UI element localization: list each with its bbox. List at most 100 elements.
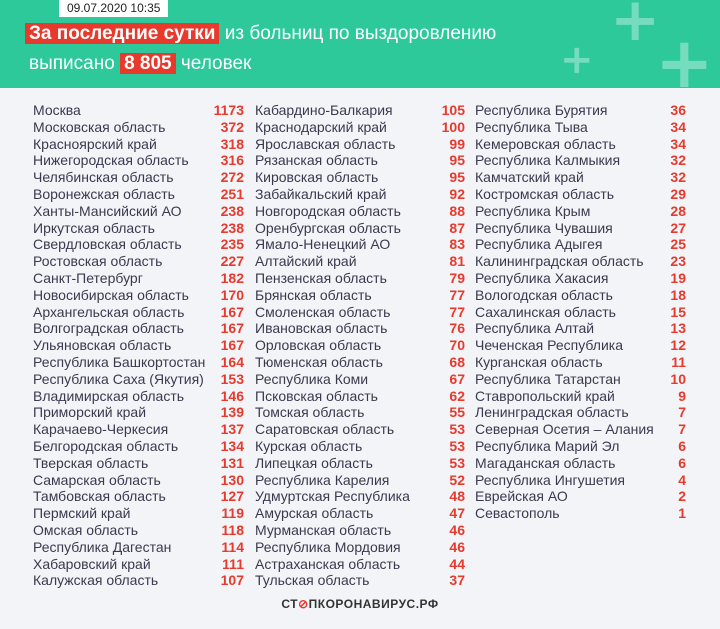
region-row: Кабардино-Балкария 105 [255, 102, 465, 119]
region-name: Краснодарский край [255, 118, 387, 135]
region-name: Волгоградская область [33, 320, 184, 337]
region-name: Санкт-Петербург [33, 269, 143, 286]
region-row: Рязанская область 95 [255, 152, 465, 169]
region-row: Кемеровская область 34 [475, 136, 686, 153]
region-value: 6 [678, 437, 686, 454]
region-row: Ростовская область 227 [33, 253, 244, 270]
region-value: 6 [678, 454, 686, 471]
region-row: Республика Бурятия 36 [475, 102, 686, 119]
region-name: Липецкая область [255, 454, 373, 471]
region-row: Республика Тыва 34 [475, 119, 686, 136]
region-value: 11 [671, 353, 686, 370]
region-row: Липецкая область 53 [255, 455, 465, 472]
region-value: 4 [678, 471, 686, 488]
region-row: Иркутская область 238 [33, 220, 244, 237]
region-name: Республика Чувашия [475, 219, 613, 236]
region-name: Еврейская АО [475, 488, 568, 505]
region-value: 1173 [213, 102, 244, 118]
region-row: Волгоградская область 167 [33, 320, 244, 337]
region-value: 12 [670, 337, 686, 354]
region-name: Республика Башкортостан [33, 353, 206, 370]
region-row: Ярославская область 99 [255, 136, 465, 153]
region-name: Самарская область [33, 471, 161, 488]
region-name: Республика Саха (Якутия) [33, 370, 204, 387]
plus-decoration-icon: + [610, 0, 661, 55]
region-row: Самарская область 130 [33, 472, 244, 489]
region-name: Кабардино-Балкария [255, 102, 393, 118]
region-name: Псковская область [255, 387, 378, 404]
region-row: Белгородская область 134 [33, 438, 244, 455]
region-row: Калининградская область 23 [475, 253, 686, 270]
region-value: 77 [449, 303, 465, 320]
region-name: Забайкальский край [255, 185, 387, 202]
region-name: Ханты-Мансийский АО [33, 202, 182, 219]
region-value: 146 [220, 387, 244, 404]
region-row: Псковская область 62 [255, 388, 465, 405]
region-name: Амурская область [255, 505, 374, 522]
region-name: Архангельская область [33, 303, 185, 320]
region-value: 111 [222, 555, 244, 572]
region-value: 32 [670, 169, 686, 186]
region-value: 127 [220, 488, 244, 505]
region-name: Саратовская область [255, 421, 395, 438]
region-row: Вологодская область 18 [475, 287, 686, 304]
region-row: Новгородская область 88 [255, 203, 465, 220]
region-row: Оренбургская область 87 [255, 220, 465, 237]
region-name: Тульская область [255, 572, 370, 589]
region-row: Тамбовская область 127 [33, 488, 244, 505]
region-name: Оренбургская область [255, 219, 401, 236]
region-value: 114 [221, 538, 244, 555]
region-row: Тверская область 131 [33, 455, 244, 472]
region-value: 18 [670, 286, 686, 303]
region-value: 251 [220, 185, 244, 202]
discharged-suffix: человек [175, 53, 252, 74]
region-value: 139 [220, 404, 244, 421]
region-value: 182 [220, 269, 244, 286]
region-name: Челябинская область [33, 169, 174, 186]
region-row: Калужская область 107 [33, 572, 244, 589]
header-banner: + + + 09.07.2020 10:35 За последние сутк… [0, 0, 720, 88]
region-row: Воронежская область 251 [33, 186, 244, 203]
region-row: Удмуртская Республика 48 [255, 488, 465, 505]
region-value: 238 [220, 202, 244, 219]
region-row: Орловская область 70 [255, 337, 465, 354]
region-name: Ярославская область [255, 135, 396, 152]
region-value: 137 [220, 421, 244, 438]
region-name: Орловская область [255, 337, 382, 354]
region-row: Челябинская область 272 [33, 169, 244, 186]
region-row: Магаданская область 6 [475, 455, 686, 472]
region-name: Республика Марий Эл [475, 437, 620, 454]
region-name: Курская область [255, 437, 363, 454]
region-row: Севастополь 1 [475, 505, 686, 522]
region-name: Приморский край [33, 404, 147, 421]
region-name: Удмуртская Республика [255, 488, 410, 505]
region-value: 164 [220, 353, 244, 370]
region-value: 153 [220, 370, 244, 387]
region-name: Новосибирская область [33, 286, 189, 303]
region-value: 118 [221, 521, 244, 538]
region-row: Республика Саха (Якутия) 153 [33, 371, 244, 388]
plus-decoration-icon: + [560, 37, 594, 83]
region-value: 46 [449, 538, 465, 555]
region-name: Кировская область [255, 169, 379, 186]
region-name: Костромская область [475, 185, 615, 202]
region-name: Республика Крым [475, 202, 591, 219]
region-row: Ульяновская область 167 [33, 337, 244, 354]
region-value: 372 [220, 118, 244, 135]
region-row: Чеченская Республика 12 [475, 337, 686, 354]
region-name: Карачаево-Черкесия [33, 421, 169, 438]
region-row: Республика Ингушетия 4 [475, 472, 686, 489]
region-value: 227 [220, 253, 244, 270]
region-row: Курганская область 11 [475, 354, 686, 371]
region-value: 47 [449, 505, 465, 522]
region-value: 34 [670, 118, 686, 135]
region-row: Москва 1173 [33, 102, 244, 119]
region-row: Московская область 372 [33, 119, 244, 136]
region-row: Красноярский край 318 [33, 136, 244, 153]
region-value: 62 [449, 387, 465, 404]
region-row: Ленинградская область 7 [475, 404, 686, 421]
region-row: Республика Мордовия 46 [255, 539, 465, 556]
region-row: Республика Татарстан 10 [475, 371, 686, 388]
date-label: 09.07.2020 10:35 [59, 0, 169, 17]
